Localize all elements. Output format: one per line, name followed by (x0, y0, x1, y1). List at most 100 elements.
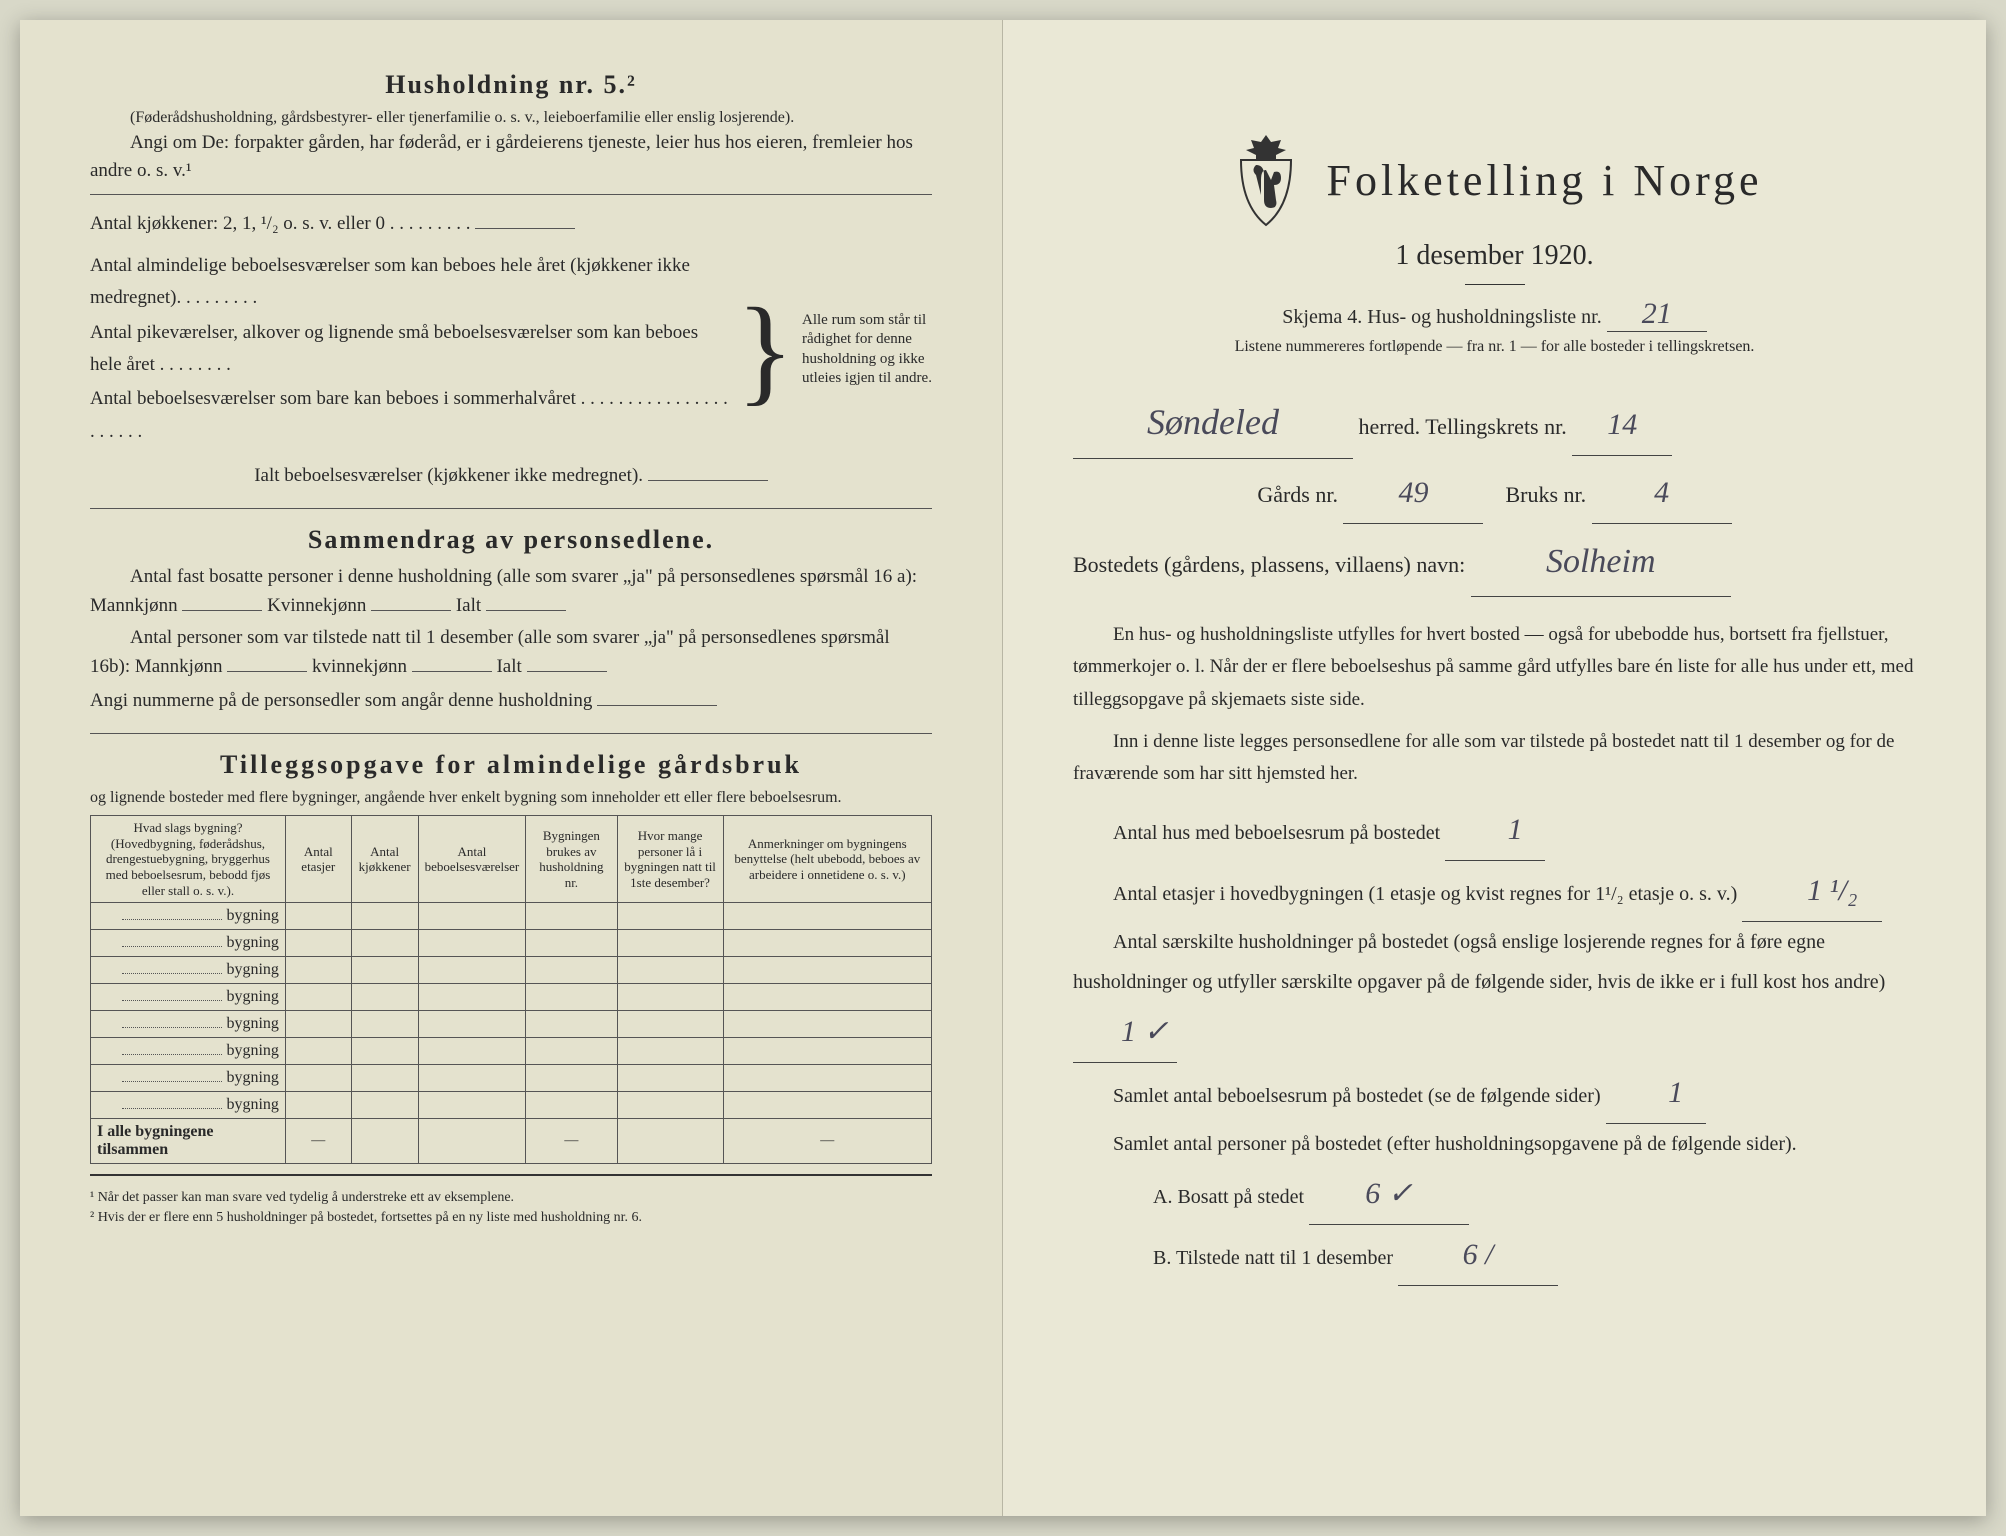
antal-etasjer-row: Antal etasjer i hovedbygningen (1 etasje… (1073, 861, 1916, 922)
table-cell (617, 957, 723, 984)
kjokkener-text: Antal kjøkkener: 2, 1, ¹/₂ o. s. v. elle… (90, 213, 470, 234)
bygning-label-cell: bygning (91, 1092, 286, 1119)
table-cell (351, 930, 418, 957)
table-row: bygning (91, 903, 932, 930)
table-cell (418, 903, 526, 930)
bruks-label: Bruks nr. (1505, 482, 1586, 507)
b-value: 6 / (1398, 1225, 1558, 1286)
table-row: bygning (91, 984, 932, 1011)
table-cell (723, 1038, 931, 1065)
gards-label: Gårds nr. (1257, 482, 1338, 507)
curly-brace: } (728, 280, 802, 420)
angi-line: Angi om De: forpakter gården, har føderå… (90, 129, 932, 186)
table-row: bygning (91, 1038, 932, 1065)
table-cell (418, 930, 526, 957)
antal-hus-label: Antal hus med beboelsesrum på bostedet (1113, 822, 1440, 844)
b-label: B. Tilstede natt til 1 desember (1153, 1247, 1393, 1269)
herred-value: Søndeled (1073, 386, 1353, 459)
samlet-rum-value: 1 (1606, 1063, 1706, 1124)
bruks-nr: 4 (1592, 463, 1732, 524)
table-cell (723, 903, 931, 930)
table-cell (351, 1038, 418, 1065)
bygning-label-cell: bygning (91, 903, 286, 930)
table-cell (617, 1092, 723, 1119)
th-1: Antal etasjer (285, 816, 351, 903)
para1: En hus- og husholdningsliste utfylles fo… (1073, 619, 1916, 716)
bygning-label-cell: bygning (91, 1011, 286, 1038)
table-cell (526, 1065, 617, 1092)
skjema-label: Skjema 4. Hus- og husholdningsliste nr. (1282, 306, 1601, 328)
table-cell (526, 984, 617, 1011)
table-cell (285, 1065, 351, 1092)
antal-etasjer-label: Antal etasjer i hovedbygningen (1 etasje… (1113, 883, 1737, 905)
main-title: Folketelling i Norge (1326, 155, 1762, 206)
table-cell (418, 1065, 526, 1092)
th-4: Bygningen brukes av husholdning nr. (526, 816, 617, 903)
bosted-label: Bostedets (gårdens, plassens, villaens) … (1073, 552, 1465, 577)
sammendrag-p3: Angi nummerne på de personsedler som ang… (90, 685, 932, 717)
sammendrag-p2: Antal personer som var tilstede natt til… (90, 624, 932, 681)
table-row: bygning (91, 1011, 932, 1038)
table-cell (723, 1011, 931, 1038)
table-cell (285, 1011, 351, 1038)
bygning-label-cell: bygning (91, 1038, 286, 1065)
sammendrag-p1b: Kvinnekjønn (267, 595, 366, 616)
samlet-pers-row: Samlet antal personer på bostedet (efter… (1073, 1124, 1916, 1164)
ialt-text: Ialt beboelsesværelser (kjøkkener ikke m… (254, 465, 643, 486)
herred-label: herred. Tellingskrets nr. (1359, 414, 1567, 439)
th-3: Antal beboelsesværelser (418, 816, 526, 903)
sammendrag-p1: Antal fast bosatte personer i denne hush… (90, 563, 932, 620)
husholdning-title: Husholdning nr. 5.² (90, 70, 932, 100)
th-0: Hvad slags bygning? (Hovedbygning, føder… (91, 816, 286, 903)
title-block: Folketelling i Norge (1073, 130, 1916, 230)
table-cell (526, 957, 617, 984)
bygning-label-cell: bygning (91, 1065, 286, 1092)
table-cell (617, 1065, 723, 1092)
a-label: A. Bosatt på stedet (1153, 1186, 1304, 1208)
table-cell (723, 1065, 931, 1092)
table-cell (723, 984, 931, 1011)
table-cell (526, 1038, 617, 1065)
total-cell (418, 1119, 526, 1164)
table-cell (723, 1092, 931, 1119)
sammendrag-p3-text: Angi nummerne på de personsedler som ang… (90, 690, 592, 711)
table-cell (351, 903, 418, 930)
a-value: 6 ✓ (1309, 1164, 1469, 1225)
table-cell (351, 1011, 418, 1038)
total-dash: — (526, 1119, 617, 1164)
th-5: Hvor mange personer lå i bygningen natt … (617, 816, 723, 903)
total-cell (617, 1119, 723, 1164)
table-cell (617, 903, 723, 930)
table-cell (351, 984, 418, 1011)
ialt-line: Ialt beboelsesværelser (kjøkkener ikke m… (90, 460, 932, 492)
coat-of-arms-icon (1226, 130, 1306, 230)
table-cell (418, 1038, 526, 1065)
bygning-table: Hvad slags bygning? (Hovedbygning, føder… (90, 815, 932, 1164)
sammendrag-p2b: kvinnekjønn (312, 656, 407, 677)
left-page: Husholdning nr. 5.² (Føderådshusholdning… (20, 20, 1003, 1516)
table-row: bygning (91, 1065, 932, 1092)
table-cell (418, 1011, 526, 1038)
table-row: bygning (91, 957, 932, 984)
krets-nr: 14 (1572, 395, 1672, 456)
brace-block: Antal almindelige beboelsesværelser som … (90, 250, 932, 450)
table-cell (723, 957, 931, 984)
sammendrag-title: Sammendrag av personsedlene. (90, 525, 932, 555)
table-total-row: I alle bygningene tilsammen — — — (91, 1119, 932, 1164)
table-cell (526, 930, 617, 957)
table-cell (617, 1038, 723, 1065)
table-cell (351, 1065, 418, 1092)
brace-line-1: Antal almindelige beboelsesværelser som … (90, 250, 728, 315)
saerskilte-value: 1 ✓ (1073, 1002, 1177, 1063)
bygning-label-cell: bygning (91, 957, 286, 984)
samlet-rum-row: Samlet antal beboelsesrum på bostedet (s… (1073, 1063, 1916, 1124)
table-cell (617, 930, 723, 957)
sammendrag-p2-text: Antal personer som var tilstede natt til… (90, 627, 890, 677)
brace-side-text: Alle rum som står til rådighet for denne… (802, 311, 932, 389)
herred-line: Søndeled herred. Tellingskrets nr. 14 (1073, 386, 1916, 459)
sammendrag-p2c: Ialt (496, 656, 521, 677)
sammendrag-p1c: Ialt (456, 595, 481, 616)
husholdning-sub: (Føderådshusholdning, gårdsbestyrer- ell… (90, 108, 932, 129)
document-spread: Husholdning nr. 5.² (Føderådshusholdning… (20, 20, 1986, 1516)
table-cell (285, 903, 351, 930)
